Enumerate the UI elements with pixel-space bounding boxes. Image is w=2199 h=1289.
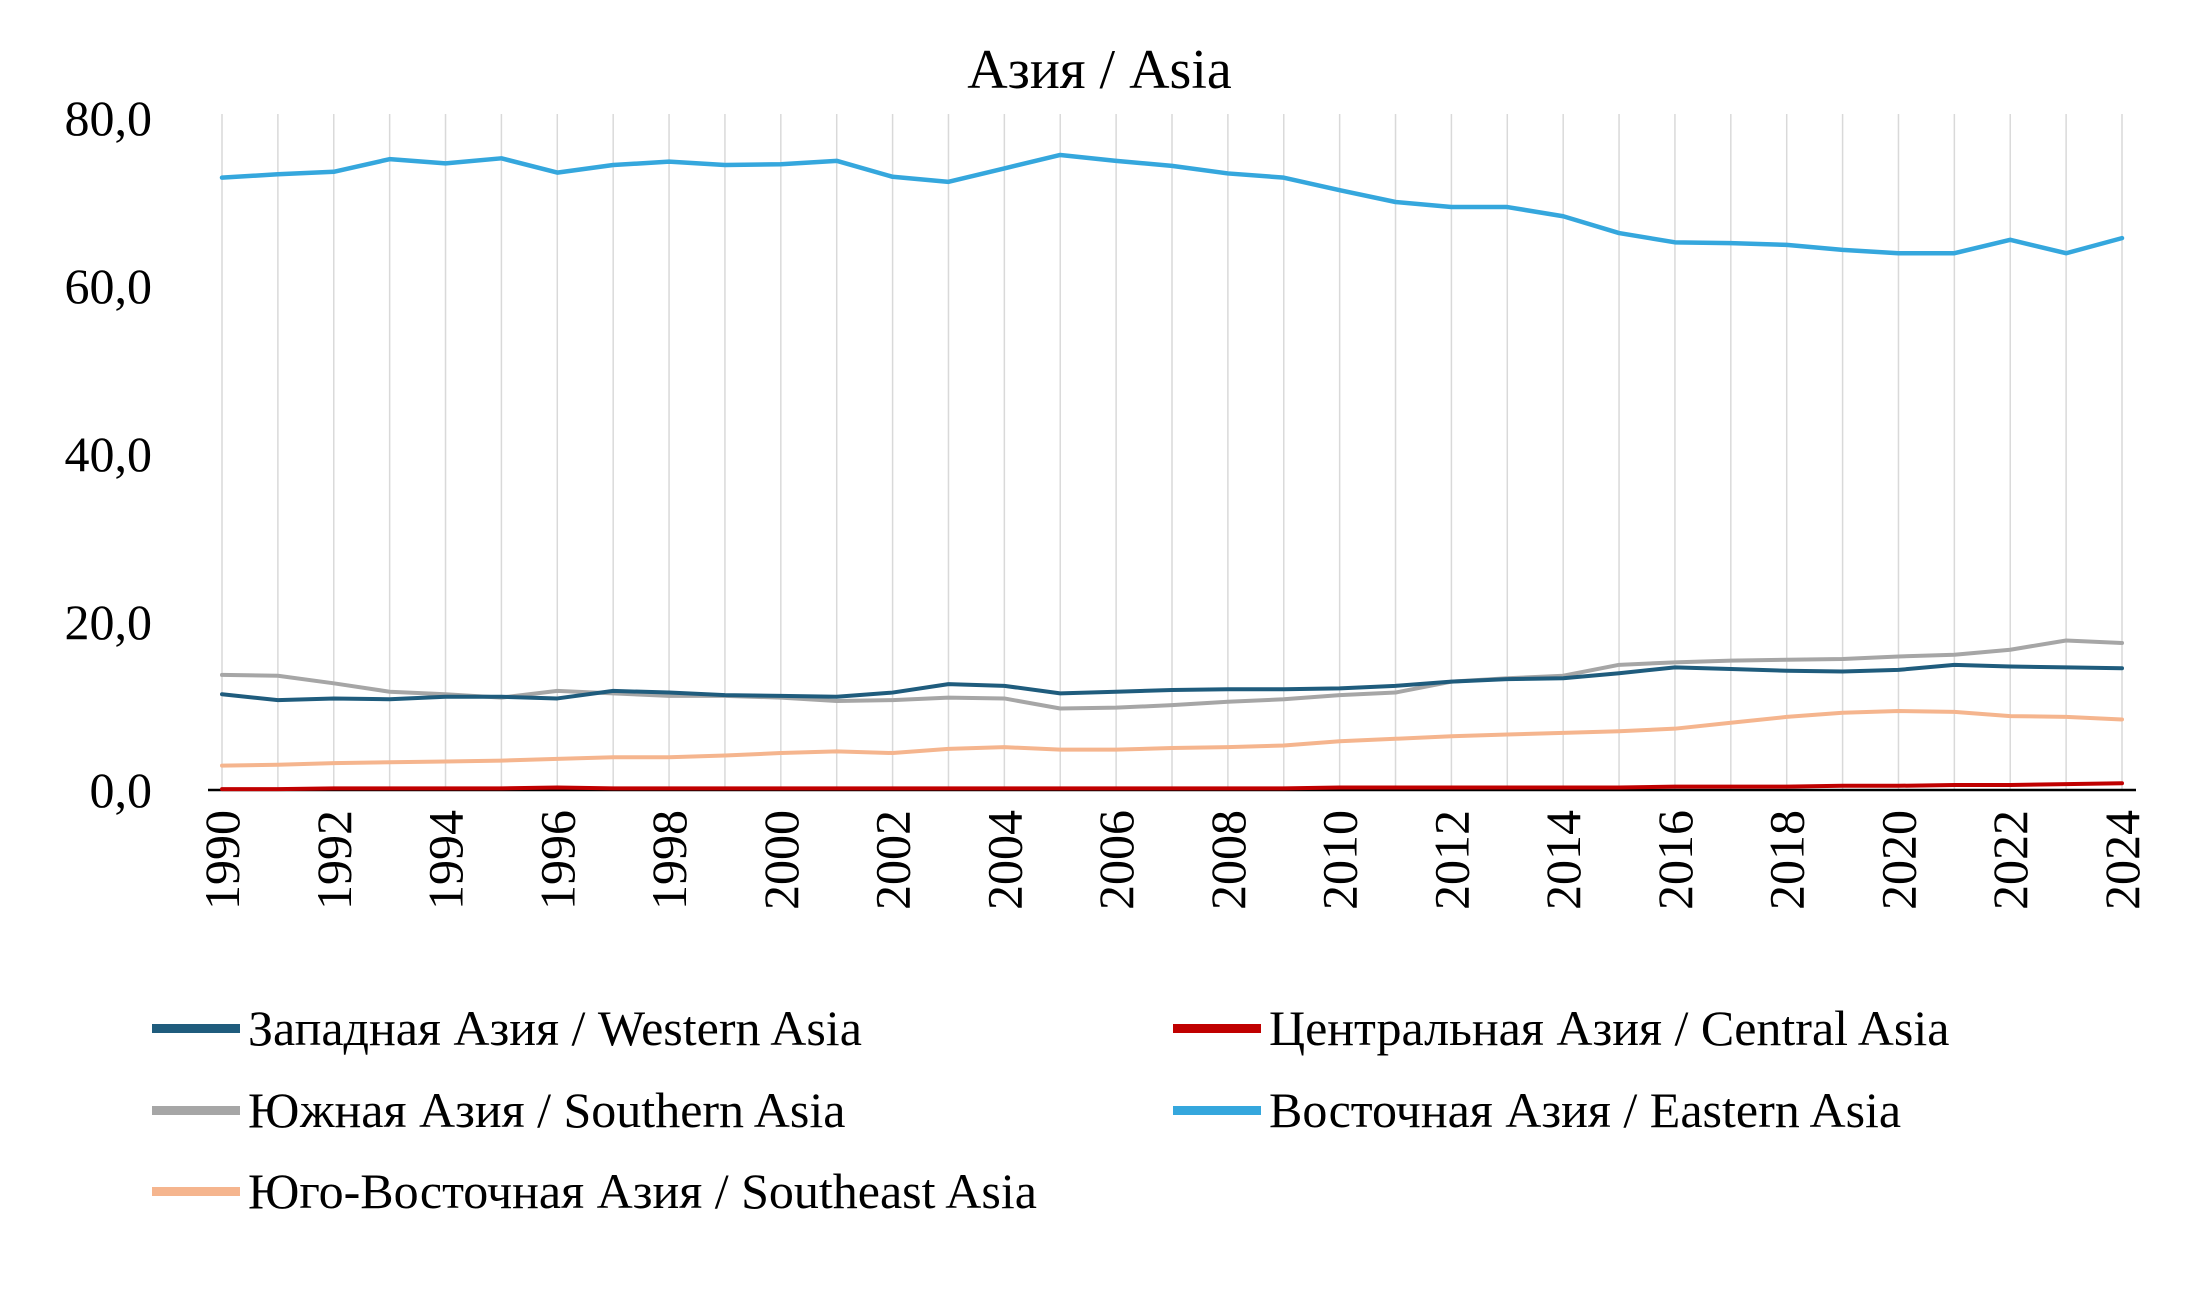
x-axis-label: 2008	[1200, 810, 1256, 910]
series-line-2	[220, 638, 2124, 711]
legend-label-southeast-asia: Юго-Восточная Азия / Southeast Asia	[248, 1163, 1037, 1219]
y-axis-label: 20,0	[65, 594, 153, 650]
y-axis-label: 0,0	[90, 762, 153, 818]
legend-label-eastern-asia: Восточная Азия / Eastern Asia	[1269, 1081, 1902, 1138]
x-axis-label: 2006	[1088, 810, 1144, 910]
legend-swatch-southeast-asia-icon	[152, 1187, 240, 1197]
x-axis-label: 2004	[976, 810, 1032, 910]
legend: Западная Азия / Western Asia Центральная…	[152, 1000, 1949, 1221]
x-axis-label: 1994	[418, 810, 474, 910]
legend-label-central-asia: Центральная Азия / Central Asia	[1269, 1000, 1950, 1056]
x-axis-label: 2000	[753, 810, 809, 910]
legend-swatch-central-asia-icon	[1173, 1024, 1261, 1034]
chart-title: Азия / Asia	[967, 39, 1232, 101]
gridlines	[221, 114, 2123, 790]
x-axis-label: 1990	[194, 810, 250, 910]
legend-label-southern-asia: Южная Азия / Southern Asia	[248, 1081, 846, 1138]
series-line-3	[219, 152, 2125, 256]
legend-swatch-southern-asia-icon	[152, 1105, 240, 1115]
series-line-1	[220, 781, 2124, 792]
y-axis-label: 40,0	[65, 426, 153, 482]
legend-item-eastern-asia: Восточная Азия / Eastern Asia	[1173, 1082, 1949, 1140]
y-axis-label: 80,0	[65, 90, 153, 146]
legend-item-central-asia: Центральная Азия / Central Asia	[1173, 1000, 1949, 1058]
x-axis-label: 1996	[529, 810, 585, 910]
x-axis-label: 2016	[1647, 810, 1703, 910]
y-axis-label: 60,0	[65, 258, 153, 314]
x-axis-label: 1998	[641, 810, 697, 910]
legend-swatch-eastern-asia-icon	[1173, 1105, 1261, 1115]
x-axis-label: 2018	[1759, 810, 1815, 910]
legend-label-western-asia: Западная Азия / Western Asia	[248, 1000, 862, 1056]
x-axis-label: 2002	[865, 810, 921, 910]
series-line-0	[220, 662, 2124, 703]
legend-swatch-western-asia-icon	[152, 1024, 240, 1034]
legend-item-southern-asia: Южная Азия / Southern Asia	[152, 1082, 1173, 1140]
x-axis-label: 2014	[1535, 810, 1591, 910]
x-axis-label: 2024	[2094, 810, 2150, 910]
series-line-4	[220, 709, 2124, 768]
x-axis-label: 2020	[1870, 810, 1926, 910]
x-axis-label: 2012	[1423, 810, 1479, 910]
legend-item-southeast-asia: Юго-Восточная Азия / Southeast Asia	[152, 1163, 1173, 1221]
x-axis-label: 1992	[306, 810, 362, 910]
x-axis-label: 2010	[1312, 810, 1368, 910]
x-axis-label: 2022	[1982, 810, 2038, 910]
legend-item-western-asia: Западная Азия / Western Asia	[152, 1000, 1173, 1058]
line-chart: 0,0 20,0 40,0 60,0 80,0 1990 1992 1994 1996 1998 2…	[65, 90, 2151, 910]
